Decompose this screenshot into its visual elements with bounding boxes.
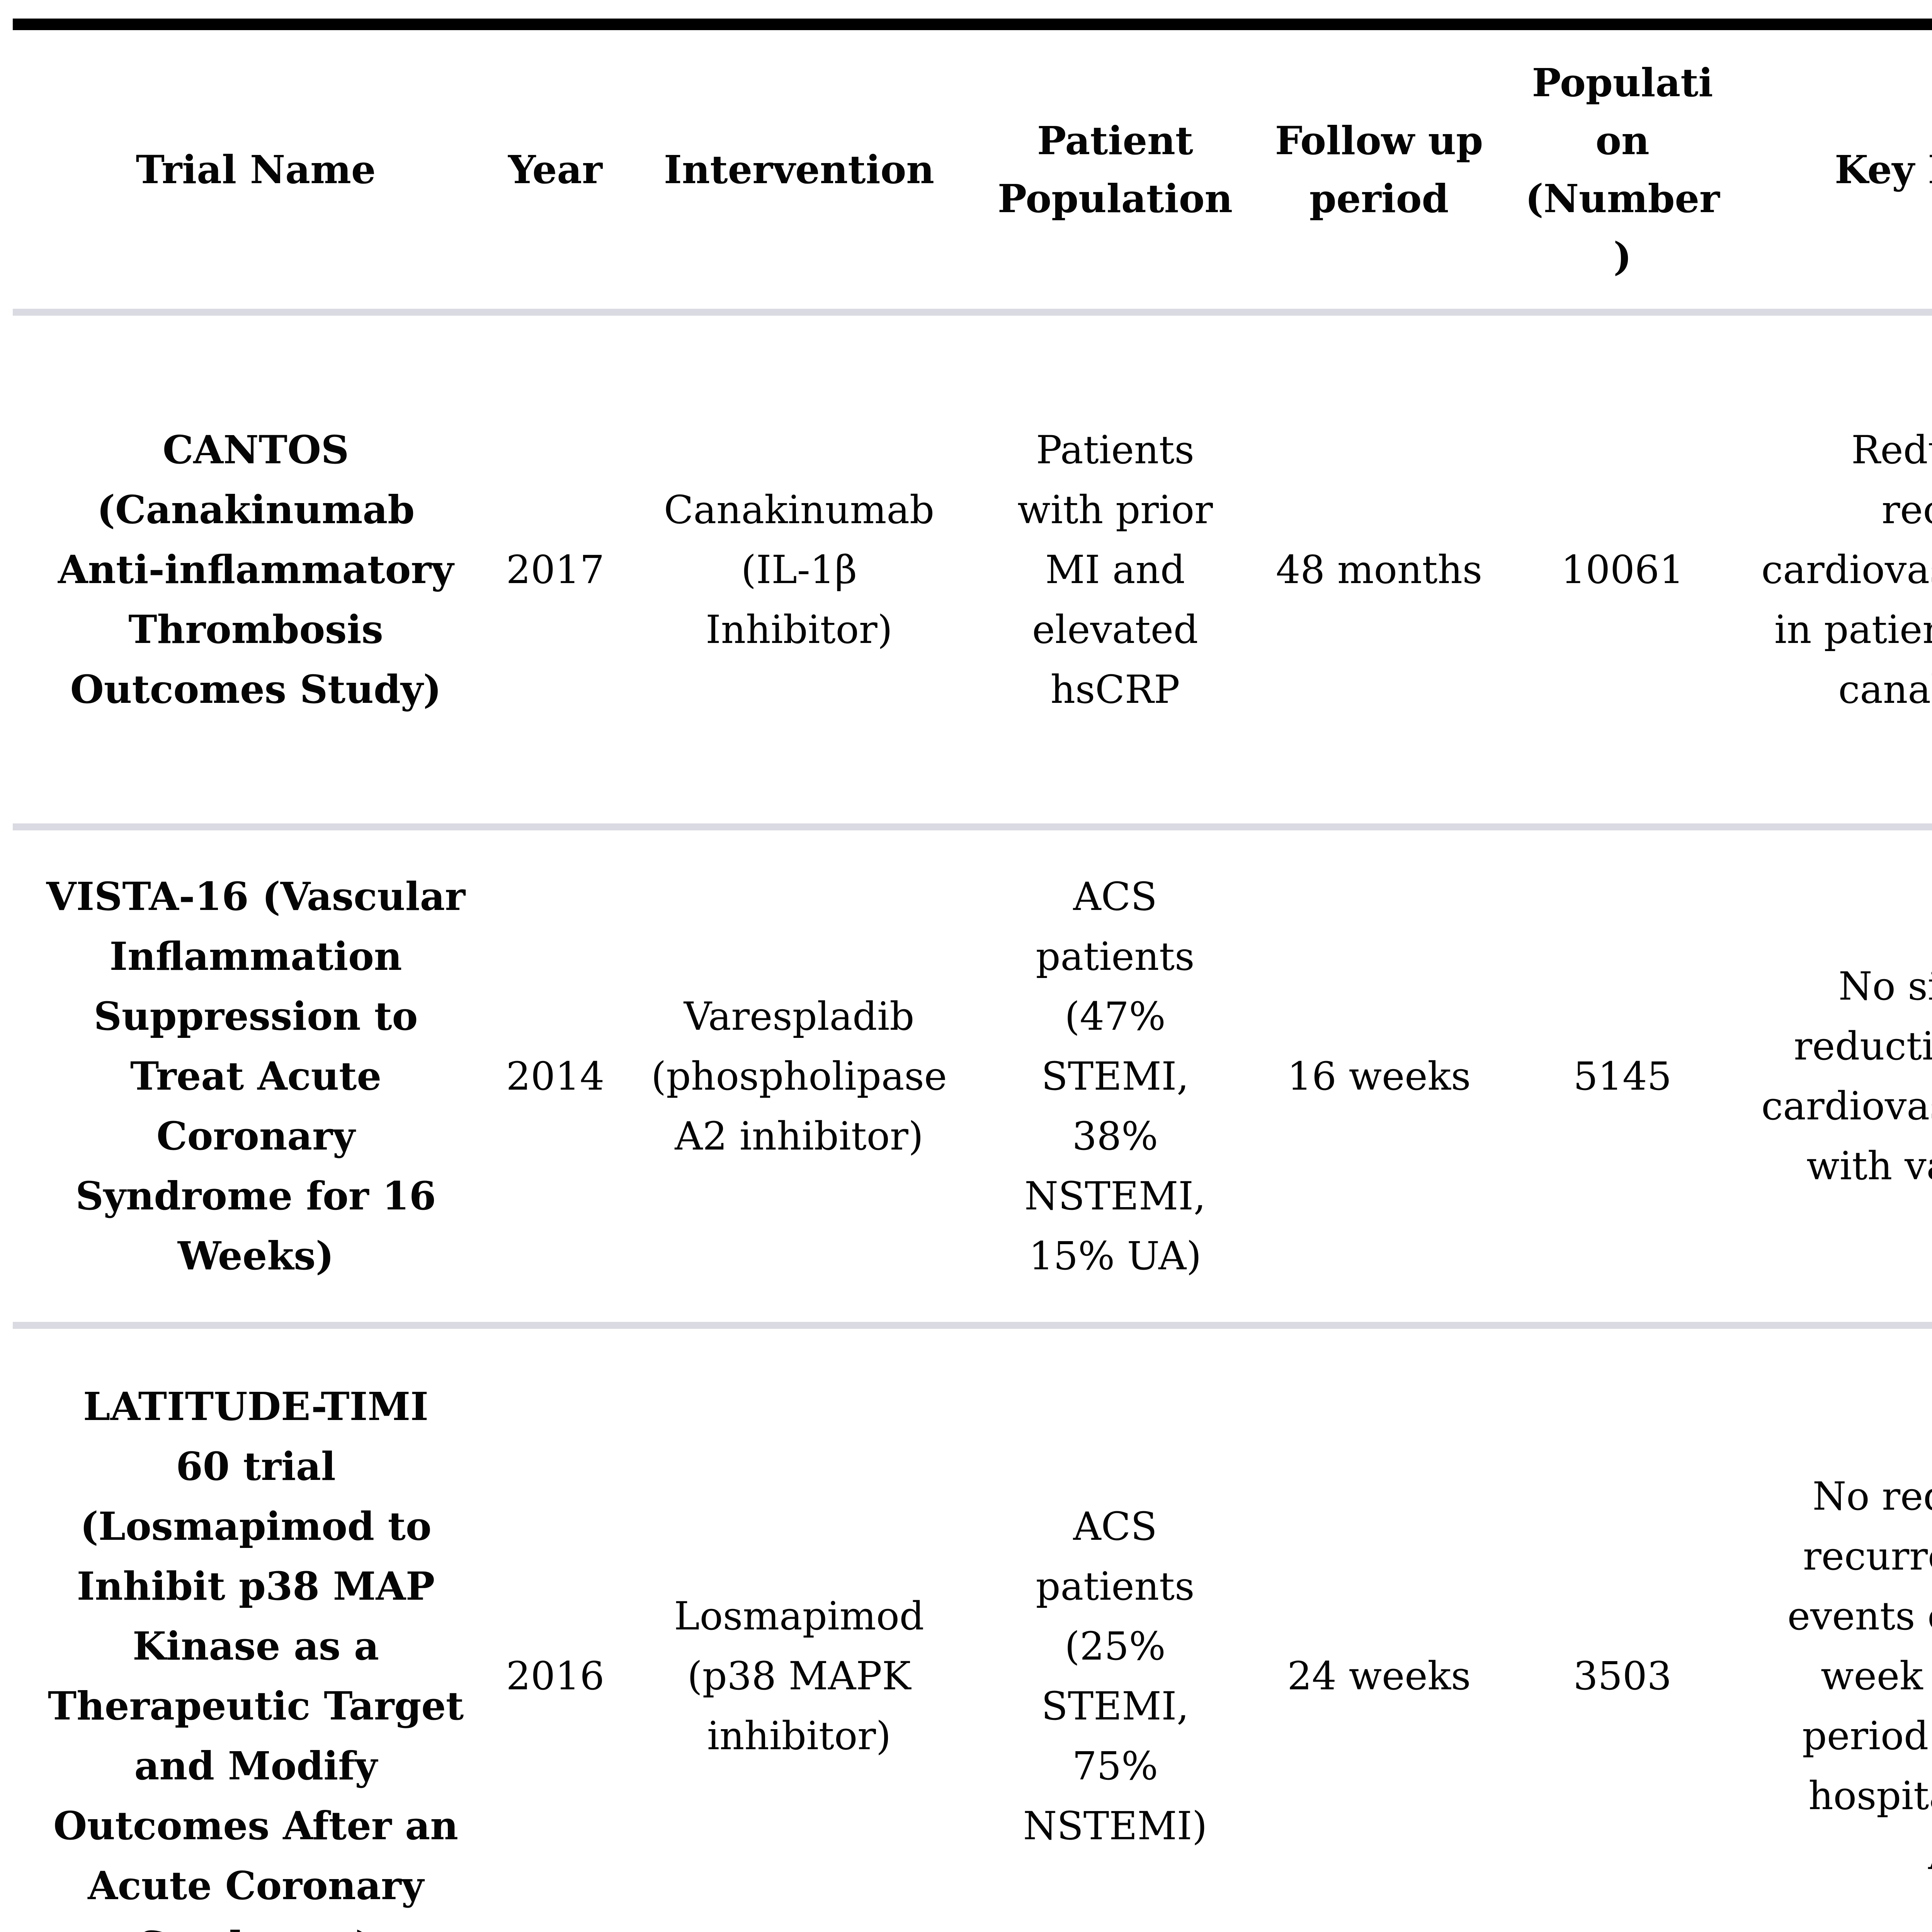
- header-follow-up-period: Follow up period: [1244, 30, 1514, 316]
- cell-trial-name: CANTOS (Canakinumab Anti-inflammatory Th…: [13, 312, 499, 830]
- table-row-latitude-timi60: LATITUDE-TIMI 60 trial (Losmapimod to In…: [13, 1325, 1932, 1932]
- table-row-vista16: VISTA-16 (Vascular Inflammation Suppress…: [13, 827, 1932, 1329]
- header-year: Year: [499, 30, 612, 316]
- cell-patient-population: ACS patients (25% STEMI, 75% NSTEMI): [986, 1325, 1244, 1932]
- cell-key-findings: No reduction for recurrent MACEs events …: [1731, 1325, 1932, 1932]
- cell-population-number: 3503: [1514, 1325, 1731, 1932]
- header-intervention: Intervention: [612, 30, 986, 316]
- cell-follow-up: 48 months: [1244, 312, 1514, 830]
- cell-intervention: Canakinumab (IL-1β Inhibitor): [612, 312, 986, 830]
- cell-follow-up: 24 weeks: [1244, 1325, 1514, 1932]
- cell-population-number: 10061: [1514, 312, 1731, 830]
- cell-year: 2017: [499, 312, 612, 830]
- table-row-cantos: CANTOS (Canakinumab Anti-inflammatory Th…: [13, 312, 1932, 830]
- cell-population-number: 5145: [1514, 827, 1731, 1329]
- table-top-rule: [13, 19, 1932, 30]
- header-patient-population: Patient Population: [986, 30, 1244, 316]
- header-trial-name: Trial Name: [13, 30, 499, 316]
- cell-trial-name: VISTA-16 (Vascular Inflammation Suppress…: [13, 827, 499, 1329]
- cell-intervention: Varespladib (phospholipase A2 inhibitor): [612, 827, 986, 1329]
- cell-intervention: Losmapimod (p38 MAPK inhibitor): [612, 1325, 986, 1932]
- clinical-trials-table: Trial Name Year Intervention Patient Pop…: [13, 30, 1932, 1932]
- cell-patient-population: ACS patients (47% STEMI, 38% NSTEMI, 15%…: [986, 827, 1244, 1329]
- cell-trial-name: LATITUDE-TIMI 60 trial (Losmapimod to In…: [13, 1325, 499, 1932]
- cell-key-findings: Reduction in recurrent cardiovascular ev…: [1731, 312, 1932, 830]
- cell-follow-up: 16 weeks: [1244, 827, 1514, 1329]
- cell-key-findings: No significant reduction in major cardio…: [1731, 827, 1932, 1329]
- table-header-row: Trial Name Year Intervention Patient Pop…: [13, 30, 1932, 316]
- header-key-findings: Key Findings: [1731, 30, 1932, 316]
- cell-year: 2016: [499, 1325, 612, 1932]
- header-population-number: Populati on (Number ): [1514, 30, 1731, 316]
- cell-patient-population: Patients with prior MI and elevated hsCR…: [986, 312, 1244, 830]
- cell-year: 2014: [499, 827, 612, 1329]
